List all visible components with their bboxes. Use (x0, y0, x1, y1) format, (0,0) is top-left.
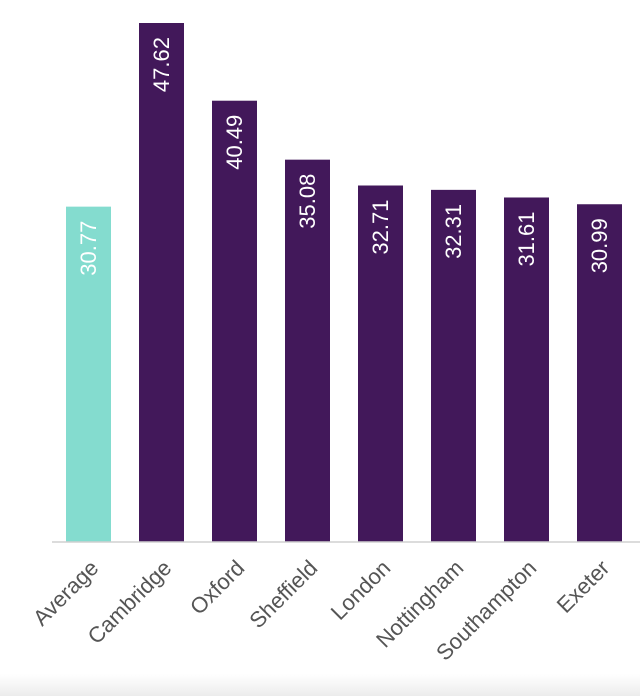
bar-cambridge (139, 23, 184, 542)
category-label-london: London (326, 555, 396, 625)
value-label-nottingham: 32.31 (441, 204, 466, 259)
category-label-average: Average (28, 555, 103, 630)
category-label-sheffield: Sheffield (244, 555, 322, 633)
bars-layer (66, 23, 622, 543)
value-label-average: 30.77 (76, 221, 101, 276)
value-label-sheffield: 35.08 (295, 174, 320, 229)
category-label-exeter: Exeter (552, 555, 615, 618)
bar-exeter (577, 204, 622, 542)
bar-southampton (504, 197, 549, 542)
value-label-oxford: 40.49 (222, 115, 247, 170)
category-label-oxford: Oxford (185, 555, 249, 619)
value-label-exeter: 30.99 (587, 218, 612, 273)
bar-nottingham (431, 189, 476, 542)
bar-average (66, 206, 111, 542)
value-label-london: 32.71 (368, 200, 393, 255)
bottom-shade (0, 674, 640, 696)
bar-sheffield (285, 159, 330, 543)
bar-london (358, 185, 403, 542)
value-label-cambridge: 47.62 (149, 37, 174, 92)
bar-oxford (212, 100, 257, 542)
value-labels-layer: 30.77 47.62 40.49 35.08 32.71 32.31 31.61 30.99 (76, 37, 612, 276)
value-label-southampton: 31.61 (514, 211, 539, 266)
